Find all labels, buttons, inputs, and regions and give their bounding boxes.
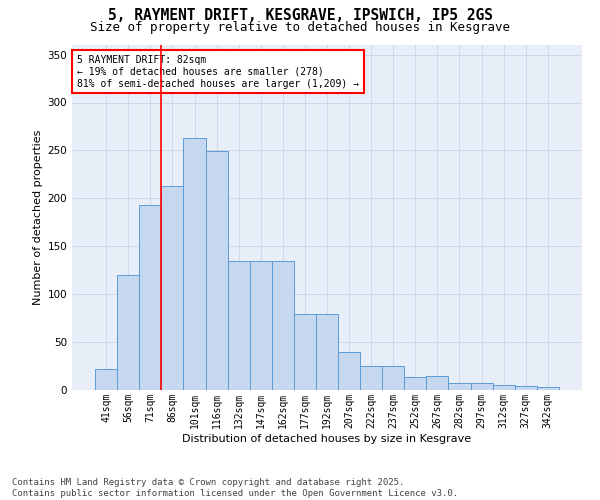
Text: 5, RAYMENT DRIFT, KESGRAVE, IPSWICH, IP5 2GS: 5, RAYMENT DRIFT, KESGRAVE, IPSWICH, IP5… (107, 8, 493, 22)
Y-axis label: Number of detached properties: Number of detached properties (33, 130, 43, 305)
Bar (294, 314, 316, 390)
Bar (448, 384, 470, 390)
Bar (493, 385, 515, 390)
Bar (184, 138, 206, 390)
Text: 5 RAYMENT DRIFT: 82sqm
← 19% of detached houses are smaller (278)
81% of semi-de: 5 RAYMENT DRIFT: 82sqm ← 19% of detached… (77, 56, 359, 88)
Bar (161, 186, 184, 390)
Bar (515, 386, 537, 390)
Text: Size of property relative to detached houses in Kesgrave: Size of property relative to detached ho… (90, 21, 510, 34)
Bar (250, 260, 272, 390)
Bar (272, 260, 294, 390)
Bar (537, 387, 559, 390)
Bar (206, 152, 227, 390)
Bar (360, 366, 382, 390)
Bar (338, 352, 360, 390)
Bar (316, 314, 338, 390)
Bar (470, 384, 493, 390)
Bar (117, 275, 139, 390)
Text: Contains HM Land Registry data © Crown copyright and database right 2025.
Contai: Contains HM Land Registry data © Crown c… (12, 478, 458, 498)
Bar (427, 376, 448, 390)
Bar (95, 369, 117, 390)
Bar (382, 366, 404, 390)
Bar (227, 260, 250, 390)
Bar (139, 205, 161, 390)
Bar (404, 376, 427, 390)
X-axis label: Distribution of detached houses by size in Kesgrave: Distribution of detached houses by size … (182, 434, 472, 444)
